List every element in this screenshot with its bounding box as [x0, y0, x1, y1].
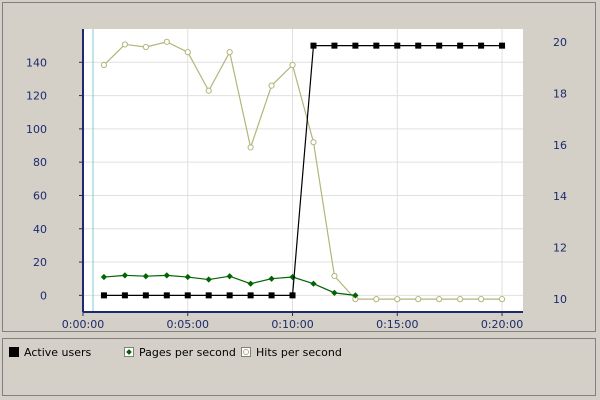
data-point-active-users	[247, 292, 254, 299]
y-tick-label-left: 80	[33, 156, 47, 169]
data-point-hits-per-second	[331, 272, 338, 280]
data-point-active-users	[142, 292, 149, 299]
data-point-pages-per-second	[331, 289, 338, 296]
legend-item-pages-per-second[interactable]: Pages per second	[124, 345, 236, 359]
black-square-icon	[9, 347, 19, 357]
data-point-active-users	[394, 42, 401, 49]
data-point-hits-per-second	[436, 296, 443, 303]
data-point-hits-per-second	[498, 296, 506, 303]
data-point-hits-per-second	[289, 61, 296, 69]
data-point-hits-per-second	[247, 144, 254, 151]
data-point-active-users	[289, 292, 296, 299]
data-point-hits-per-second	[142, 43, 149, 51]
data-point-hits-per-second	[100, 61, 108, 69]
data-point-hits-per-second	[184, 49, 191, 56]
data-point-pages-per-second	[310, 280, 317, 287]
legend-label: Pages per second	[139, 345, 236, 359]
data-point-active-users	[415, 42, 422, 49]
data-point-active-users	[205, 292, 212, 299]
data-point-pages-per-second	[268, 275, 275, 282]
y-tick-label-left: 60	[33, 189, 47, 202]
data-point-hits-per-second	[373, 296, 380, 303]
green-diamond-icon	[124, 347, 134, 357]
data-point-active-users	[268, 292, 275, 299]
data-point-hits-per-second	[394, 296, 401, 303]
data-point-active-users	[331, 42, 338, 49]
series-line-active-users	[103, 45, 503, 296]
data-point-active-users	[310, 42, 317, 49]
legend-item-hits-per-second[interactable]: Hits per second	[241, 345, 342, 359]
data-point-active-users	[226, 292, 233, 299]
circle-icon	[241, 347, 251, 357]
performance-chart: 0 20 40 60 80 100 120 140 10 12 14 16 18 20 0:00:00 0:0…	[26, 29, 567, 331]
y-tick-label-right: 20	[553, 36, 567, 49]
data-point-hits-per-second	[457, 296, 464, 303]
data-point-active-users	[478, 42, 485, 49]
data-point-hits-per-second	[205, 87, 212, 94]
y-tick-label-left: 140	[26, 56, 47, 69]
data-point-active-users	[457, 42, 464, 49]
data-point-active-users	[499, 42, 506, 49]
data-point-hits-per-second	[163, 38, 170, 45]
y-tick-label-left: 120	[26, 90, 47, 103]
data-point-hits-per-second	[310, 139, 317, 146]
data-point-active-users	[121, 292, 128, 299]
data-point-active-users	[373, 42, 380, 49]
data-point-active-users	[163, 292, 170, 299]
x-tick-label: 0:15:00	[376, 318, 418, 331]
data-point-hits-per-second	[121, 41, 129, 48]
y-tick-label-left: 0	[40, 289, 47, 302]
legend-label: Hits per second	[256, 345, 342, 359]
data-point-pages-per-second	[226, 273, 233, 280]
y-tick-label-right: 14	[553, 190, 567, 203]
data-point-hits-per-second	[226, 49, 233, 56]
data-point-hits-per-second	[415, 296, 422, 303]
data-point-active-users	[100, 292, 107, 299]
data-point-hits-per-second	[268, 82, 275, 89]
x-tick-label: 0:05:00	[167, 318, 209, 331]
y-tick-label-left: 100	[26, 123, 47, 136]
y-tick-label-right: 12	[553, 242, 567, 255]
data-point-pages-per-second	[352, 292, 359, 299]
y-tick-label-left: 20	[33, 256, 47, 269]
y-tick-label-left: 40	[33, 223, 47, 236]
data-point-hits-per-second	[477, 296, 485, 303]
x-tick-label: 0:10:00	[271, 318, 313, 331]
legend-label: Active users	[24, 345, 92, 359]
data-point-active-users	[184, 292, 191, 299]
data-point-active-users	[352, 42, 359, 49]
data-point-active-users	[436, 42, 443, 49]
chart-panel: 0 20 40 60 80 100 120 140 10 12 14 16 18 20 0:00:00 0:0…	[2, 2, 596, 332]
x-tick-label: 0:20:00	[481, 318, 523, 331]
legend-item-active-users[interactable]: Active users	[9, 345, 91, 359]
y-tick-label-right: 10	[553, 293, 567, 306]
x-tick-label: 0:00:00	[62, 318, 104, 331]
legend: Active users Pages per second Hits per s…	[2, 338, 596, 396]
series-line-hits-per-second	[103, 41, 503, 300]
y-tick-label-right: 16	[553, 139, 567, 152]
y-tick-label-right: 18	[553, 87, 567, 100]
